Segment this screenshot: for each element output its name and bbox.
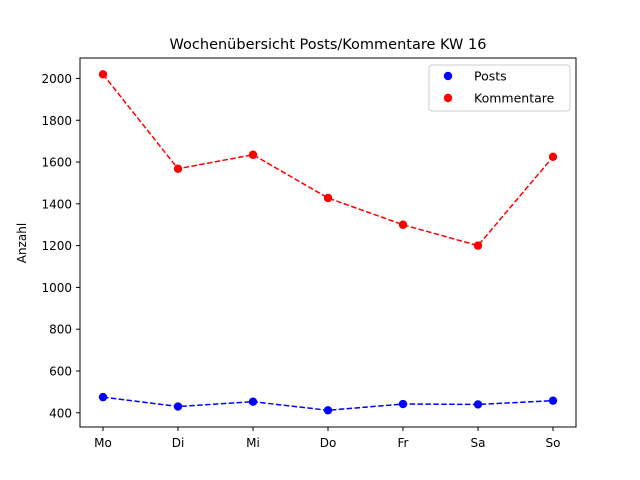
y-tick-label: 1200 <box>41 239 72 253</box>
y-tick-label: 800 <box>49 323 72 337</box>
x-tick-label: Do <box>320 436 337 450</box>
legend-label-kommentare: Kommentare <box>474 91 555 106</box>
y-tick-label: 1400 <box>41 197 72 211</box>
data-point-kommentare <box>173 164 183 173</box>
legend-box <box>428 64 571 112</box>
x-tick-label: Di <box>172 436 185 450</box>
data-point-posts <box>248 397 258 406</box>
data-point-kommentare <box>548 152 558 162</box>
y-tick-label: 600 <box>49 365 72 379</box>
data-point-posts <box>548 396 558 405</box>
series-layer <box>98 70 558 415</box>
legend: Posts Kommentare <box>428 64 571 112</box>
x-tick-label: Mi <box>246 436 260 450</box>
legend-marker-posts <box>443 71 453 81</box>
data-point-kommentare <box>398 220 408 229</box>
x-tick-label: Sa <box>471 436 486 450</box>
x-axis: Mo Di Mi Do Fr Sa So <box>94 427 560 450</box>
data-point-kommentare <box>473 241 483 250</box>
y-tick-label: 2000 <box>41 72 72 86</box>
y-axis: 400 600 800 1000 1200 1400 1600 1800 2000 <box>41 72 80 420</box>
data-point-posts <box>323 406 333 415</box>
x-tick-label: Fr <box>398 436 409 450</box>
x-tick-label: Mo <box>94 436 112 450</box>
legend-label-posts: Posts <box>474 69 507 84</box>
chart-title: Wochenübersicht Posts/Kommentare KW 16 <box>170 37 487 53</box>
data-point-kommentare <box>98 70 108 79</box>
data-point-posts <box>473 400 483 409</box>
legend-marker-kommentare <box>443 93 453 103</box>
data-point-posts <box>173 402 183 411</box>
y-tick-label: 1800 <box>41 114 72 128</box>
y-tick-label: 400 <box>49 406 72 420</box>
data-point-kommentare <box>323 193 333 203</box>
data-point-posts <box>98 392 108 402</box>
y-tick-label: 1000 <box>41 281 72 295</box>
y-tick-label: 1600 <box>41 156 72 170</box>
data-point-posts <box>398 399 408 409</box>
plot-area-frame <box>79 57 577 428</box>
y-axis-label: Anzahl <box>15 223 29 263</box>
data-point-kommentare <box>248 150 258 159</box>
x-tick-label: So <box>546 436 561 450</box>
